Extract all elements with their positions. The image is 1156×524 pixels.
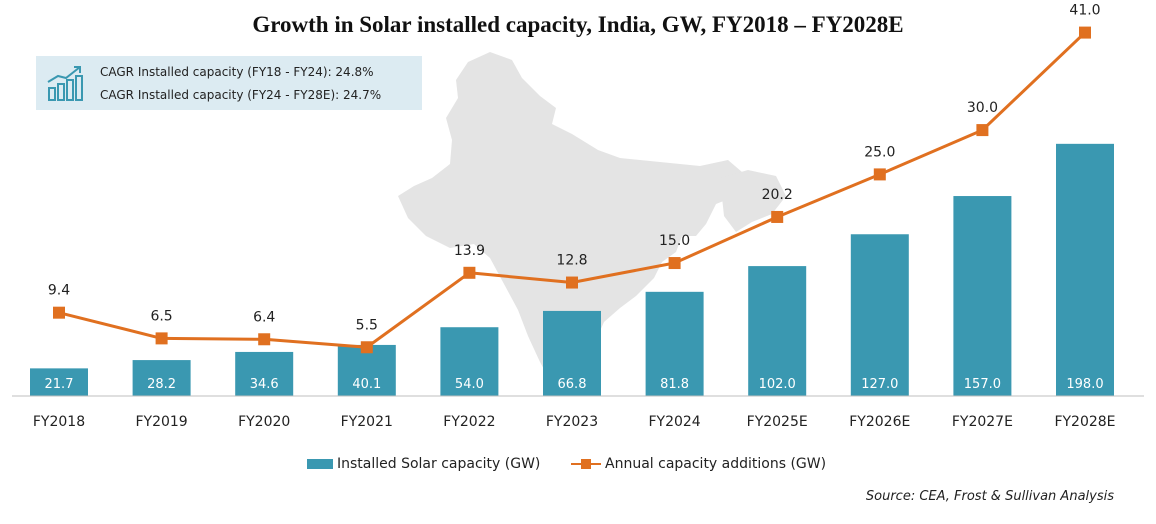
x-tick-label: FY2022 (443, 414, 495, 430)
cagr-annotation-fy18-fy24: CAGR Installed capacity (FY18 - FY24): 2… (100, 65, 374, 79)
legend: Installed Solar capacity (GW) Annual cap… (0, 456, 1156, 480)
line-value-label: 41.0 (1069, 3, 1100, 19)
legend-swatch-line (571, 458, 601, 470)
bar-FY2023 (543, 310, 601, 396)
x-tick-label: FY2027E (952, 414, 1013, 430)
bar-FY2025E (748, 266, 807, 396)
line-marker (258, 333, 271, 346)
bar-value-label: 34.6 (250, 377, 279, 392)
line-marker (976, 124, 989, 137)
line-marker (1079, 26, 1091, 39)
india-map-northeast (720, 170, 786, 232)
x-tick-label: FY2026E (849, 414, 910, 430)
bar-value-label: 54.0 (455, 377, 484, 392)
line-value-label: 6.5 (150, 308, 172, 324)
x-tick-label: FY2025E (747, 414, 808, 430)
bar-FY2020 (235, 351, 294, 396)
bar-value-label: 198.0 (1066, 377, 1103, 392)
line-value-label: 20.2 (762, 187, 793, 203)
bar-FY2021 (337, 344, 396, 396)
line-marker (463, 266, 476, 279)
line-value-label: 5.5 (356, 317, 378, 333)
bar-value-label: 81.8 (660, 377, 689, 392)
bar-value-label: 102.0 (759, 377, 796, 392)
legend-swatch-bar (307, 459, 333, 469)
bar-value-label: 157.0 (964, 377, 1001, 392)
line-marker (360, 341, 373, 354)
bar-FY2024 (645, 291, 704, 396)
bar-FY2018 (30, 368, 88, 396)
x-tick-label: FY2023 (546, 414, 598, 430)
bar-value-label: 66.8 (558, 377, 587, 392)
line-marker (155, 332, 168, 345)
x-tick-label: FY2024 (648, 414, 700, 430)
bar-value-label: 40.1 (352, 377, 381, 392)
line-value-label: 15.0 (659, 233, 690, 249)
line-value-label: 9.4 (48, 283, 70, 299)
line-value-label: 30.0 (967, 100, 998, 116)
line-marker (53, 306, 65, 319)
bar-value-label: 21.7 (45, 377, 74, 392)
bar-FY2026E (850, 234, 909, 396)
line-value-label: 6.4 (253, 309, 275, 325)
line-marker (771, 210, 784, 223)
line-marker (668, 257, 681, 270)
bar-FY2028E (1056, 143, 1114, 396)
bar-FY2027E (953, 196, 1012, 396)
x-tick-label: FY2019 (135, 414, 187, 430)
bar-FY2022 (440, 327, 499, 396)
cagr-info-box: CAGR Installed capacity (FY18 - FY24): 2… (36, 56, 422, 110)
source-note: Source: CEA, Frost & Sullivan Analysis (865, 489, 1114, 504)
legend-item-installed: Installed Solar capacity (GW) (307, 456, 540, 472)
cagr-annotation-fy24-fy28e: CAGR Installed capacity (FY24 - FY28E): … (100, 88, 382, 102)
legend-item-additions: Annual capacity additions (GW) (571, 456, 826, 472)
line-value-label: 13.9 (454, 243, 485, 259)
line-value-label: 25.0 (864, 144, 895, 160)
legend-label-installed: Installed Solar capacity (GW) (337, 456, 541, 472)
growth-chart-icon (47, 66, 83, 101)
line-marker (566, 276, 578, 289)
bar-value-label: 127.0 (861, 377, 898, 392)
legend-label-additions: Annual capacity additions (GW) (605, 456, 827, 472)
chart-title: Growth in Solar installed capacity, Indi… (252, 12, 904, 37)
x-tick-label: FY2028E (1054, 414, 1115, 430)
x-tick-label: FY2020 (238, 414, 290, 430)
x-tick-label: FY2018 (33, 414, 85, 430)
x-tick-label: FY2021 (341, 414, 393, 430)
bar-value-label: 28.2 (147, 377, 176, 392)
india-map-silhouette (398, 52, 742, 396)
line-value-label: 12.8 (556, 253, 587, 269)
bar-FY2019 (132, 360, 191, 396)
line-marker (873, 168, 886, 181)
